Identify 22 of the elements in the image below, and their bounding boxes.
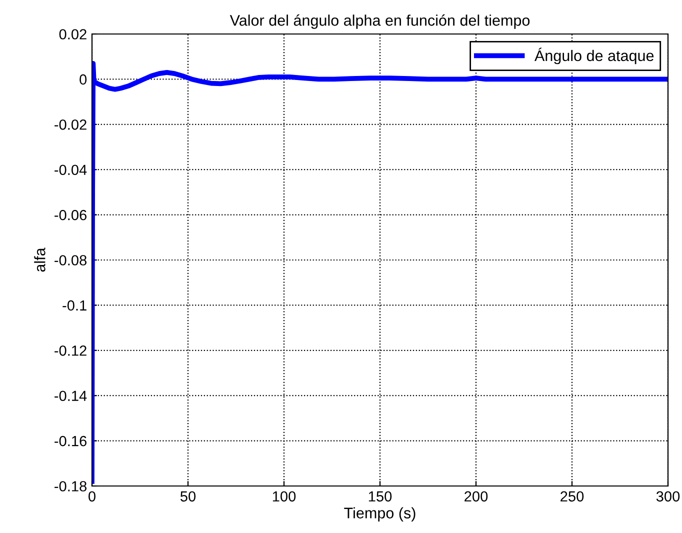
- x-tick-label: 150: [368, 491, 392, 502]
- x-tick-label: 250: [560, 491, 584, 502]
- y-axis-title: alfa: [34, 248, 46, 272]
- legend-label: Ángulo de ataque: [534, 48, 654, 64]
- y-tick-label: -0.16: [54, 436, 86, 446]
- x-tick-label: 300: [656, 491, 680, 502]
- y-tick-label: -0.04: [54, 164, 87, 176]
- y-tick-label: -0.18: [54, 481, 87, 492]
- x-tick-label: 100: [272, 491, 296, 502]
- x-tick-label: 200: [464, 491, 488, 502]
- y-tick-label: -0.06: [54, 210, 86, 220]
- y-tick-label: 0.02: [59, 29, 86, 40]
- x-tick-label: 0: [88, 491, 96, 502]
- y-tick-label: -0.1: [62, 300, 86, 311]
- x-axis-title: Tiempo (s): [344, 507, 416, 522]
- chart-title: Valor del ángulo alpha en función del tiempo: [230, 14, 530, 29]
- y-tick-label: 0: [80, 74, 87, 85]
- y-tick-label: -0.12: [54, 346, 86, 356]
- y-tick-label: -0.14: [54, 390, 87, 402]
- x-tick-label: 50: [180, 491, 196, 502]
- y-tick-label: -0.02: [54, 120, 86, 130]
- y-tick-label: -0.08: [54, 255, 87, 266]
